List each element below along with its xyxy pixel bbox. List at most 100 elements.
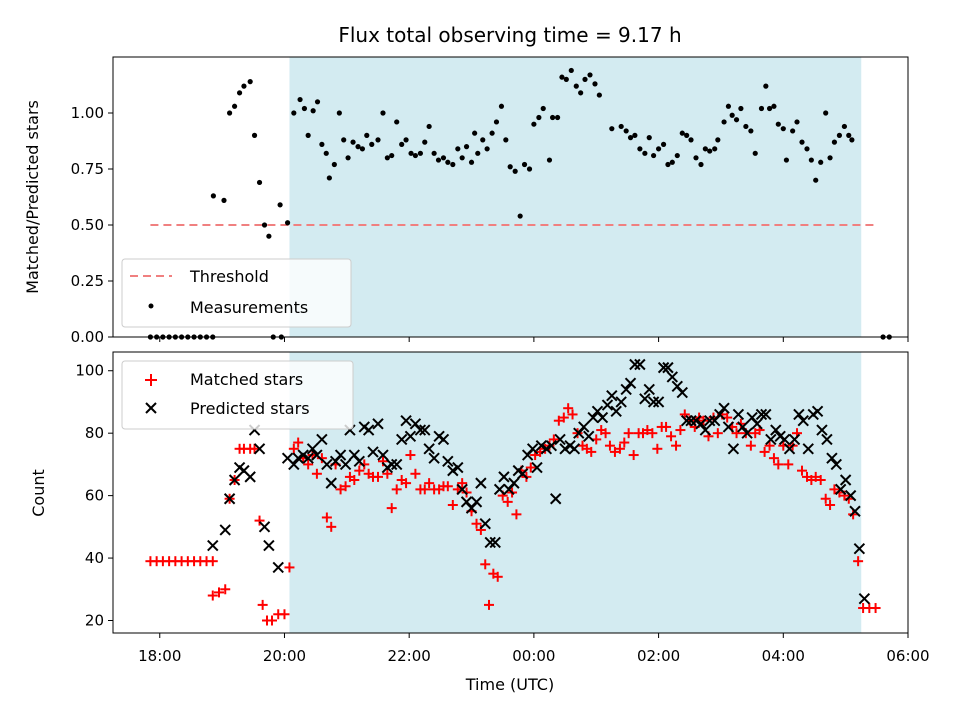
predicted-point-b [830,458,843,471]
predicted-point-b [802,443,814,455]
predicted-point-b [811,405,824,418]
predicted-point-b [568,443,581,455]
matched-point [661,421,672,432]
measurement-point [517,213,523,219]
predicted-point-b [704,414,716,427]
predicted-point-b [498,471,510,483]
y-tick-label: 0.25 [71,272,104,290]
predicted-point-b [489,536,501,549]
matched-point [410,468,421,479]
predicted-point [404,430,417,443]
matched-point [666,431,677,442]
measurement-point [412,152,419,159]
matched-point [558,412,569,423]
predicted-point [722,421,735,433]
count-legend-box [121,360,354,430]
measurement-point [445,159,451,165]
matched-point [303,459,314,470]
legend-predicted-label: Predicted stars [190,399,310,418]
predicted-point-b [470,496,483,508]
predicted-point [428,452,440,464]
matched-point [511,509,522,520]
predicted-point-b [596,411,609,424]
predicted-point [372,418,384,430]
legend-measurements-label: Measurements [190,298,308,317]
predicted-point-b [263,539,275,552]
matched-point [815,475,826,486]
predicted-point-b [545,439,558,452]
predicted-point [629,358,641,371]
measurement-point [247,79,253,85]
predicted-point-b [409,418,422,430]
predicted-point [297,449,309,461]
predicted-point-b [718,402,730,414]
matched-point [257,599,268,610]
measurement-point [707,148,713,154]
predicted-point [272,561,284,574]
predicted-point [741,427,753,439]
predicted-point-b [755,408,768,421]
matched-point [671,440,682,451]
matched-point [614,443,625,454]
predicted-point-b [770,424,782,436]
count-plot-area [145,358,881,626]
predicted-point-b [367,446,379,458]
matched-point [349,475,360,486]
predicted-point [821,433,833,446]
predicted-point [554,433,566,446]
measurement-point [618,123,624,130]
ratio-y-axis-label: Matched/Predicted stars [23,100,42,294]
predicted-point [788,433,801,446]
matched-point [586,446,597,457]
predicted-point-b [751,418,763,430]
measurement-point [813,177,819,183]
predicted-point [657,361,670,374]
predicted-point [353,455,366,467]
matched-point [447,499,458,510]
measurement-point [674,152,680,159]
measurement-point [729,112,735,118]
predicted-point-b [419,424,431,436]
measurement-point [531,121,537,127]
predicted-point-b [606,390,618,402]
predicted-point [834,483,847,496]
measurement-point [818,159,824,165]
measurement-point [507,164,513,170]
predicted-point-b [760,408,772,421]
matched-point [316,453,327,464]
observing-window [289,57,862,337]
measurement-point [702,146,708,152]
measurement-point [227,110,233,116]
measurement-point [435,157,442,163]
measurement-point [369,141,375,147]
predicted-point [549,493,562,505]
predicted-point-b [456,483,468,496]
measurement-point [596,92,602,98]
predicted-point-b [228,474,241,486]
y-tick-label: 20 [85,612,104,630]
measurement-point [526,166,533,172]
predicted-point-b [404,430,417,443]
predicted-point [400,414,412,427]
predicted-point [484,536,496,549]
predicted-point [647,396,660,408]
predicted-point-b [643,383,655,396]
predicted-point [334,449,347,461]
measurement-point [291,110,297,116]
matched-point [567,409,578,420]
matched-point [773,459,784,470]
predicted-point [713,408,726,421]
predicted-point [727,443,740,455]
predicted-point-b [423,443,435,455]
measurement-point [463,144,470,150]
predicted-point-b [475,477,487,489]
measurement-point [775,121,781,127]
count-legend: Matched stars Predicted stars [121,360,354,430]
measurement-point [766,105,773,112]
measurement-point [301,105,308,112]
measurement-point [422,139,428,145]
measurement-point [646,135,652,141]
measurement-point [568,67,574,74]
matched-point [745,440,756,451]
